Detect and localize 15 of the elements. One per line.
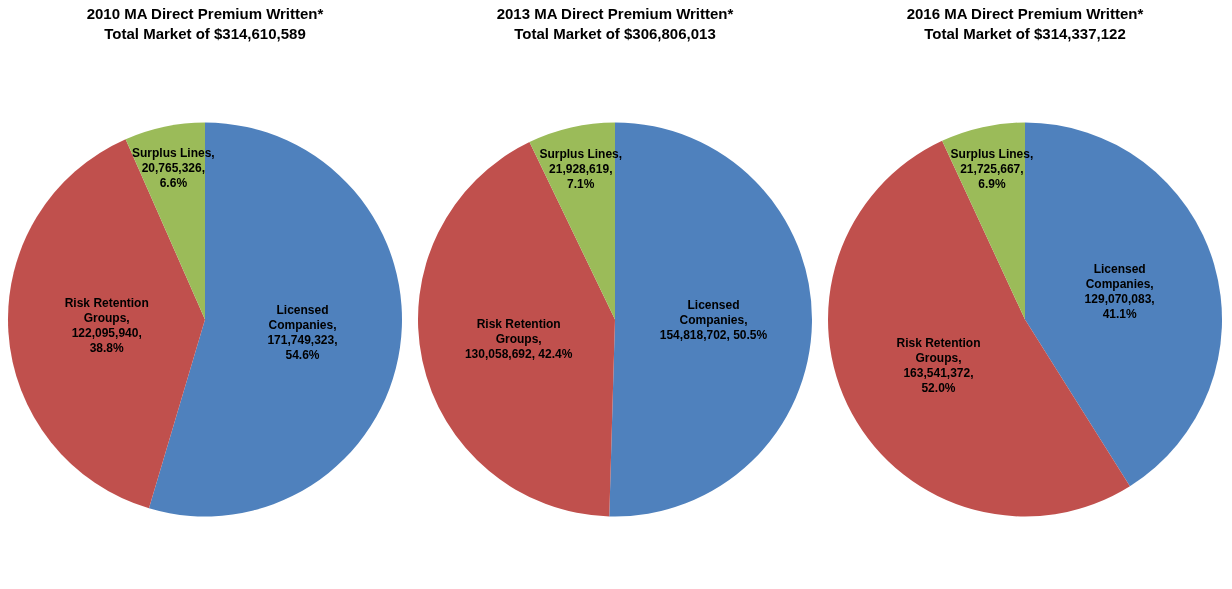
chart-subtitle: Total Market of $314,337,122 — [924, 25, 1126, 43]
chart-subtitle: Total Market of $314,610,589 — [104, 25, 306, 43]
slice-label: Risk Retention Groups, 122,095,940, 38.8% — [64, 295, 149, 355]
slice-label: Surplus Lines, 21,928,619, 7.1% — [539, 147, 623, 192]
chart-subtitle: Total Market of $306,806,013 — [514, 25, 716, 43]
chart-title: 2013 MA Direct Premium Written* — [496, 5, 734, 23]
chart-title: 2016 MA Direct Premium Written* — [906, 5, 1144, 23]
slice-label: Surplus Lines, 21,725,667, 6.9% — [950, 146, 1034, 191]
slice-label: Licensed Companies, 171,749,323, 54.6% — [267, 303, 338, 363]
slice-label: Licensed Companies, 129,070,083, 41.1% — [1084, 262, 1155, 322]
slice-label: Licensed Companies, 154,818,702, 50.5% — [659, 298, 768, 343]
slice-label: Risk Retention Groups, 130,058,692, 42.4% — [464, 317, 573, 362]
slice-label: Risk Retention Groups, 163,541,372, 52.0% — [896, 336, 981, 396]
slice-label: Surplus Lines, 20,765,326, 6.6% — [132, 146, 215, 191]
chart-title: 2010 MA Direct Premium Written* — [86, 5, 324, 23]
